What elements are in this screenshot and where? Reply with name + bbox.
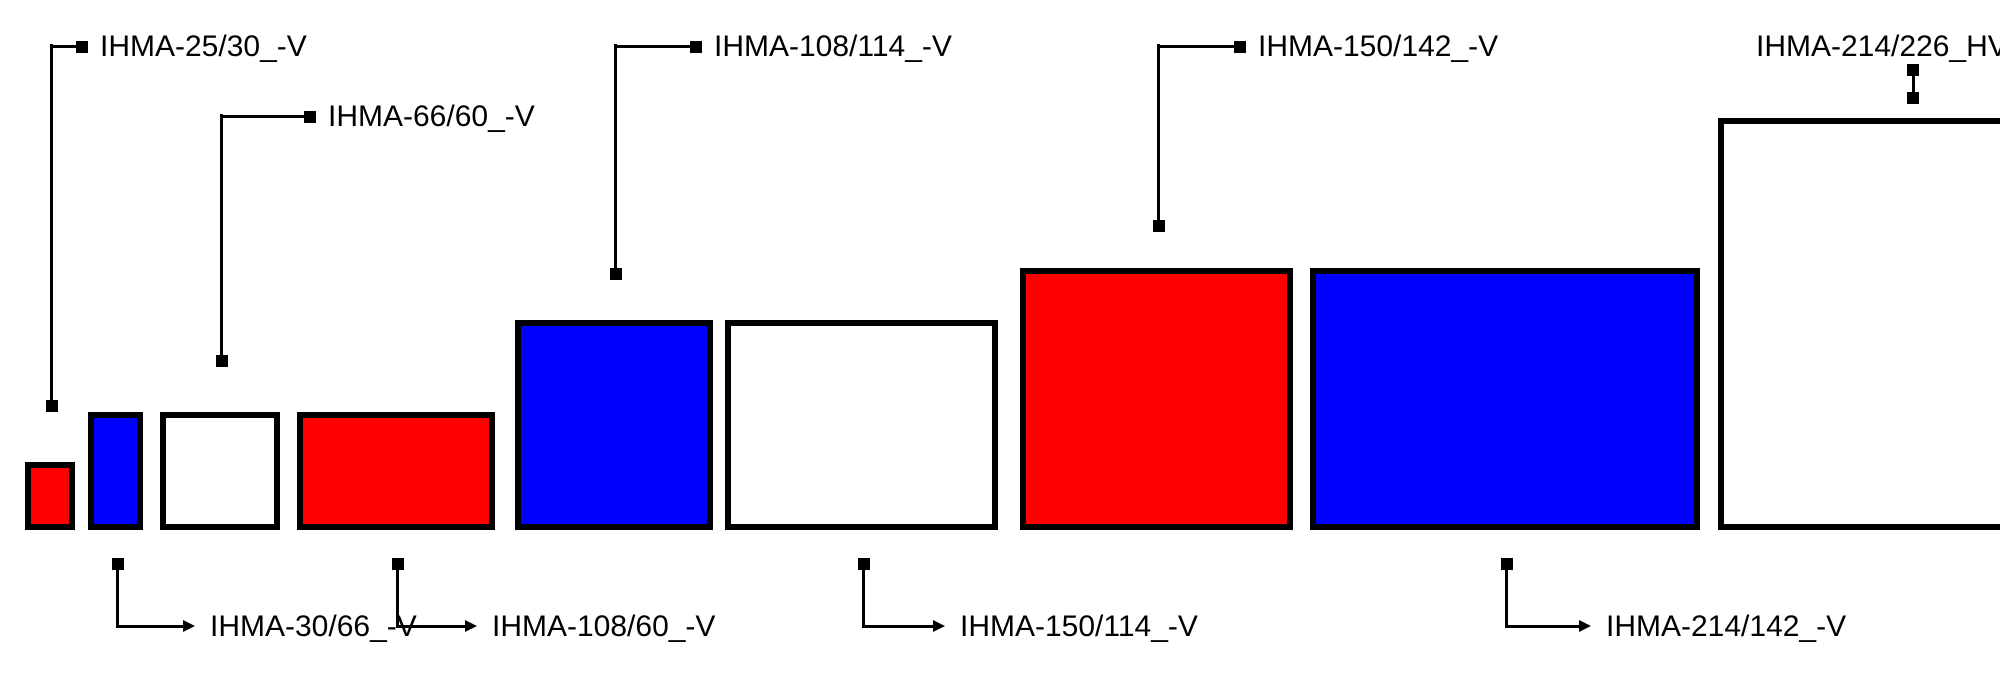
end-marker-l1 (46, 400, 58, 412)
diagram-canvas: IHMA-25/30_-V IHMA-66/60_-V IHMA-108/114_-… (0, 0, 2000, 700)
leader-v-l8 (1505, 570, 1508, 625)
size-box-b4 (297, 412, 495, 530)
arrow-l2 (183, 620, 195, 632)
leader-h-l2 (116, 625, 183, 628)
leader-v-l4 (396, 570, 399, 625)
end-marker-l8 (1501, 558, 1513, 570)
marker-l9-bot (1907, 92, 1919, 104)
arrow-l6 (933, 620, 945, 632)
label-l7: IHMA-150/142_-V (1258, 30, 1498, 64)
leader-h-l5 (614, 45, 690, 48)
label-l2: IHMA-30/66_-V (210, 610, 417, 644)
size-box-b2 (88, 412, 143, 530)
label-l5: IHMA-108/114_-V (714, 30, 952, 64)
marker-l9-top (1907, 64, 1919, 76)
leader-h-l7 (1157, 45, 1234, 48)
marker-l5 (690, 41, 702, 53)
marker-l1 (76, 41, 88, 53)
leader-v-l7 (1157, 44, 1160, 220)
size-box-b5 (515, 320, 713, 530)
size-box-b3 (160, 412, 280, 530)
end-marker-l3 (216, 355, 228, 367)
end-marker-l7 (1153, 220, 1165, 232)
marker-l3 (304, 111, 316, 123)
leader-h-l1 (50, 45, 76, 48)
leader-v-l6 (862, 570, 865, 625)
arrow-l8 (1579, 620, 1591, 632)
label-l4: IHMA-108/60_-V (492, 610, 715, 644)
end-marker-l2 (112, 558, 124, 570)
end-marker-l5 (610, 268, 622, 280)
leader-v-l3 (220, 114, 223, 355)
leader-h-l8 (1505, 625, 1579, 628)
leader-h-l6 (862, 625, 933, 628)
size-box-b1 (25, 462, 75, 530)
label-l9: IHMA-214/226_HV-V (1756, 30, 2000, 64)
label-l3: IHMA-66/60_-V (328, 100, 535, 134)
marker-l7 (1234, 41, 1246, 53)
leader-v-l5 (614, 44, 617, 268)
end-marker-l6 (858, 558, 870, 570)
leader-v-l9 (1912, 76, 1915, 92)
end-marker-l4 (392, 558, 404, 570)
size-box-b6 (725, 320, 998, 530)
leader-h-l4 (396, 625, 465, 628)
arrow-l4 (465, 620, 477, 632)
size-box-b9 (1718, 118, 2000, 530)
size-box-b8 (1310, 268, 1700, 530)
label-l8: IHMA-214/142_-V (1606, 610, 1846, 644)
size-box-b7 (1020, 268, 1293, 530)
leader-v-l2 (116, 570, 119, 625)
leader-v-l1 (50, 44, 53, 400)
leader-h-l3 (220, 115, 304, 118)
label-l1: IHMA-25/30_-V (100, 30, 307, 64)
label-l6: IHMA-150/114_-V (960, 610, 1198, 644)
